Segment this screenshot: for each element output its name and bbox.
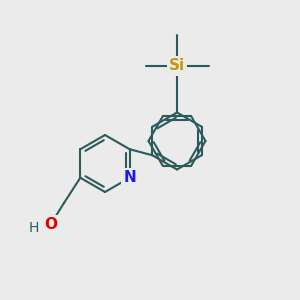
- Text: O: O: [44, 217, 57, 232]
- Text: N: N: [123, 170, 136, 185]
- Text: Si: Si: [169, 58, 185, 74]
- Text: H: H: [28, 221, 39, 235]
